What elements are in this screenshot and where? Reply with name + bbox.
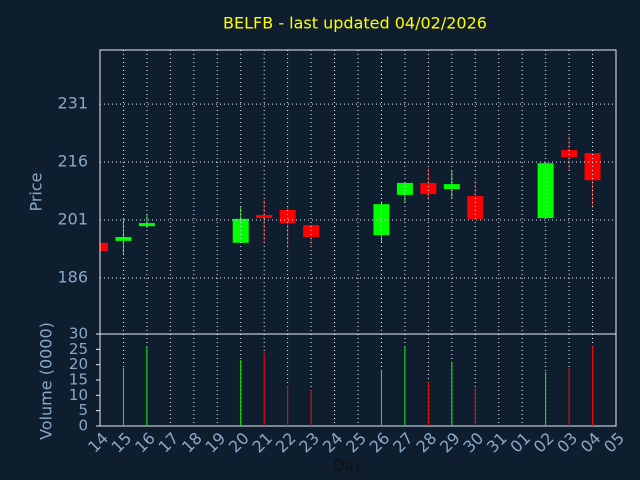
candle-body (373, 204, 390, 236)
y-tick-label: 186 (57, 267, 88, 286)
candle-body (303, 225, 320, 238)
y-tick-label: 5 (78, 401, 88, 419)
y-axis-label: Volume (0000) (37, 322, 56, 440)
y-tick-label: 0 (78, 417, 88, 435)
y-axis-label: Price (27, 172, 46, 211)
chart-title: BELFB - last updated 04/02/2026 (223, 14, 487, 33)
y-tick-label: 231 (57, 94, 88, 113)
x-axis-label: Day (333, 457, 363, 475)
candle-body (561, 150, 578, 158)
candle-body (138, 223, 155, 227)
x-tick-label: 05 (600, 429, 628, 457)
y-tick-label: 30 (69, 325, 88, 343)
price-plot (100, 136, 601, 255)
y-tick-label: 25 (69, 340, 88, 358)
candle-body (420, 182, 437, 195)
y-tick-label: 15 (69, 371, 88, 389)
y-tick-label: 10 (69, 386, 88, 404)
candle-body (467, 196, 484, 219)
y-tick-label: 20 (69, 355, 88, 373)
candle-body (256, 214, 273, 219)
y-tick-label: 216 (57, 152, 88, 171)
candle-body (279, 209, 296, 224)
y-tick-label: 201 (57, 210, 88, 229)
candle-body (100, 242, 108, 251)
volume-frame (99, 333, 617, 427)
candle-body (396, 182, 413, 195)
